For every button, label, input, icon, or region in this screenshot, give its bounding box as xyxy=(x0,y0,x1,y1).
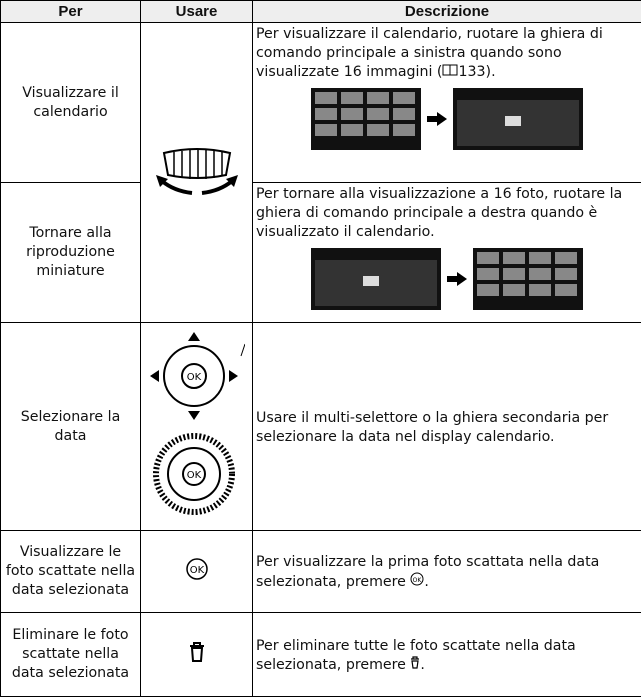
desc-cell: Per eliminare tutte le foto scattate nel… xyxy=(252,612,641,697)
ok-icon: OK xyxy=(410,572,424,586)
svg-text:OK: OK xyxy=(189,565,204,576)
desc-text: Per eliminare tutte le foto scattate nel… xyxy=(256,637,576,673)
svg-text:OK: OK xyxy=(413,577,423,584)
desc-text: Per tornare alla visualizzazione a 16 fo… xyxy=(256,186,623,240)
desc-text: . xyxy=(420,656,425,673)
desc-text: Per visualizzare il calendario, ruotare … xyxy=(256,26,603,80)
per-cell: Visualizzare le foto scattate nella data… xyxy=(0,530,141,613)
per-cell: Selezionare la data xyxy=(0,322,141,531)
header-cell: Per xyxy=(0,0,141,23)
header-cell: Usare xyxy=(140,0,253,23)
desc-text: Per visualizzare la prima foto scattata … xyxy=(256,554,600,590)
selector-icon: OK OK xyxy=(140,322,253,531)
dial-icon xyxy=(140,22,253,323)
book-icon xyxy=(442,64,458,76)
desc-cell: Per tornare alla visualizzazione a 16 fo… xyxy=(252,182,641,323)
illustration xyxy=(256,88,638,150)
desc-cell: Per visualizzare la prima foto scattata … xyxy=(252,530,641,613)
trash-icon xyxy=(140,612,253,697)
header-cell: Descrizione xyxy=(252,0,641,23)
desc-text: Usare il multi-selettore o la ghiera sec… xyxy=(256,409,609,445)
svg-text:OK: OK xyxy=(186,470,201,481)
desc-text: . xyxy=(424,574,429,590)
ok-icon: OK xyxy=(140,530,253,613)
per-cell: Eliminare le foto scattate nella data se… xyxy=(0,612,141,697)
svg-text:OK: OK xyxy=(186,372,201,383)
per-cell: Visualizzare il calendario xyxy=(0,22,141,183)
illustration xyxy=(256,248,638,310)
desc-cell: Per visualizzare il calendario, ruotare … xyxy=(252,22,641,183)
trash-icon xyxy=(411,655,420,669)
desc-cell: Usare il multi-selettore o la ghiera sec… xyxy=(252,322,641,531)
desc-text: 133). xyxy=(458,64,496,80)
per-cell: Tornare alla riproduzione miniature xyxy=(0,182,141,323)
